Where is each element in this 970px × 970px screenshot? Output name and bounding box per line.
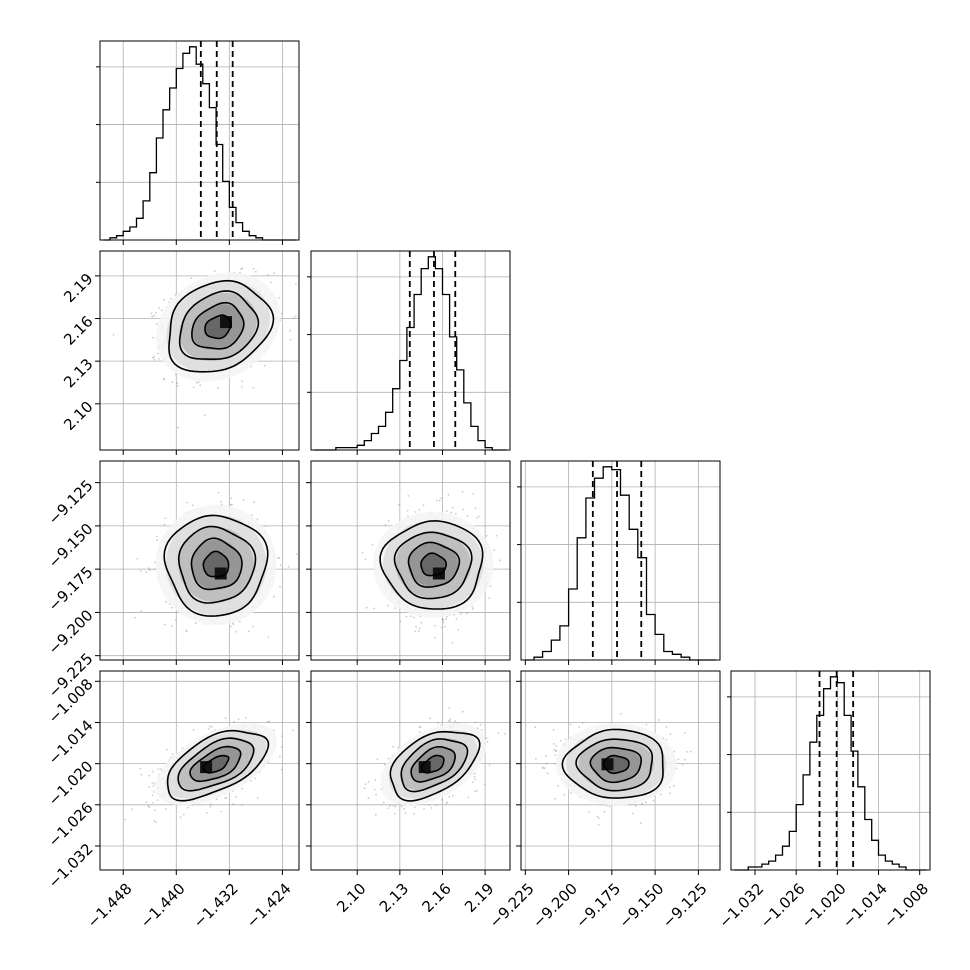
pair-0-2-density (155, 504, 277, 625)
pair-2-3-density (556, 723, 677, 806)
x-tick-label-0-2: −1.432 (190, 880, 242, 932)
x-tick-label-3-0: −1.032 (715, 880, 767, 932)
pair-0-2-panel (99, 460, 300, 661)
x-tick-label-2-0: −9.225 (486, 880, 538, 932)
pair-1-2-panel (310, 460, 511, 661)
x-tick-label-0-3: −1.424 (243, 880, 295, 932)
y-tick-label-3-3: −1.014 (45, 716, 97, 768)
x-tick-label-2-2: −9.175 (572, 880, 624, 932)
pair-0-2-contour-1 (190, 537, 243, 591)
y-tick-label-2-1: −9.200 (45, 606, 97, 658)
pair-1-2-contour-1 (407, 541, 461, 588)
y-tick-label-1-3: 2.19 (60, 270, 96, 306)
x-tick-label-1-0: 2.10 (333, 880, 369, 916)
y-tick-label-1-2: 2.16 (60, 312, 96, 348)
y-tick-label-2-3: −9.150 (45, 520, 97, 572)
pair-0-3-contour-1 (189, 745, 242, 783)
hist-3-outline (734, 676, 927, 871)
pair-2-3-contour-0 (603, 754, 630, 775)
pair-1-2-contour-2 (393, 531, 473, 600)
x-tick-label-2-3: −9.150 (615, 880, 667, 932)
x-tick-label-3-4: −1.008 (880, 880, 932, 932)
pair-0-1-contour-0 (204, 314, 232, 340)
pair-0-3-panel (99, 670, 300, 871)
pair-0-3-density (155, 723, 277, 806)
x-tick-label-2-1: −9.200 (529, 880, 581, 932)
pair-1-3-contour-3 (389, 730, 481, 802)
pair-0-3-contour-0 (202, 754, 230, 774)
pair-0-2-contour-2 (177, 525, 257, 604)
hist-0-outline (103, 46, 296, 241)
pair-1-3-density (380, 723, 487, 806)
pair-2-3-contour-3 (561, 728, 664, 799)
pair-2-3-contour-1 (589, 746, 642, 784)
y-tick-label-1-0: 2.10 (60, 398, 96, 434)
y-tick-label-2-4: −9.125 (45, 476, 97, 528)
pair-1-3-panel (310, 670, 511, 871)
pair-1-3-contour-1 (410, 746, 457, 783)
pair-0-1-contour-1 (191, 301, 245, 350)
x-tick-label-2-4: −9.125 (659, 880, 711, 932)
frames-layer (99, 40, 931, 871)
x-tick-label-1-1: 2.13 (376, 880, 412, 916)
pair-0-1-panel (99, 250, 300, 451)
pair-0-1-density (156, 272, 281, 382)
pair-1-2-contour-3 (379, 520, 484, 610)
pair-0-1-contour-2 (178, 290, 260, 360)
lines-layer (103, 41, 927, 871)
y-tick-label-2-2: −9.175 (45, 563, 97, 615)
pair-0-3-contour-2 (177, 737, 255, 792)
pair-0-2-peak-cell (214, 567, 227, 580)
pair-1-3-contour-0 (421, 754, 445, 774)
pair-0-2-contour-0 (202, 550, 230, 578)
hist-panel-2 (520, 460, 721, 661)
hist-panel-3 (730, 670, 931, 871)
pair-0-2-contour-3 (163, 514, 269, 617)
pair-0-1-contour-3 (168, 279, 275, 373)
x-tick-label-1-3: 2.19 (461, 880, 497, 916)
x-tick-label-0-0: −1.448 (84, 880, 136, 932)
hist-panel-1 (310, 250, 511, 451)
x-tick-label-3-3: −1.014 (839, 880, 891, 932)
x-tick-label-3-1: −1.026 (757, 880, 809, 932)
hist-1-outline (314, 256, 507, 451)
y-tick-label-1-1: 2.13 (60, 355, 96, 391)
pair-0-3-contour-3 (166, 729, 270, 802)
y-tick-label-3-1: −1.026 (45, 799, 97, 851)
hist-panel-0 (99, 40, 300, 241)
x-tick-label-1-2: 2.16 (419, 880, 455, 916)
pair-1-2-contour-0 (420, 552, 447, 577)
hist-2-outline (525, 466, 716, 661)
x-tick-label-3-2: −1.020 (798, 880, 850, 932)
y-tick-label-3-2: −1.020 (45, 757, 97, 809)
x-tick-label-0-1: −1.440 (137, 880, 189, 932)
pair-1-2-density (373, 511, 494, 618)
pair-2-3-panel (520, 670, 721, 871)
pair-1-3-contour-2 (400, 738, 469, 793)
pair-2-3-contour-2 (575, 738, 654, 792)
y-tick-label-3-0: −1.032 (45, 840, 97, 892)
